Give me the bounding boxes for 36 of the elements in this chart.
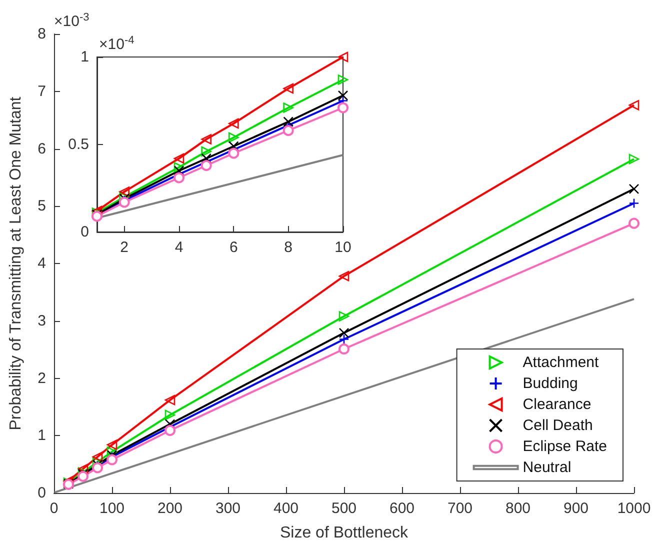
x-tick-label: 900 — [563, 500, 589, 517]
legend-label: Budding — [522, 375, 578, 392]
y-tick-label: 0 — [80, 224, 89, 240]
y-tick-label: 6 — [38, 140, 46, 158]
y-tick-label: 0 — [38, 484, 46, 502]
x-tick-label: 8 — [284, 239, 293, 256]
legend-label: Clearance — [522, 396, 592, 413]
x-tick-label: 400 — [273, 500, 299, 517]
x-axis-title: Size of Bottleneck — [280, 524, 410, 542]
x-tick-label: 2 — [120, 239, 129, 256]
legend-label: Attachment — [522, 354, 600, 371]
legend-label: Cell Death — [522, 417, 593, 434]
y-tick-label: 7 — [38, 82, 46, 100]
legend-label: Eclipse Rate — [522, 438, 608, 455]
x-tick-label: 200 — [157, 500, 183, 517]
x-tick-label: 500 — [331, 500, 357, 517]
x-tick-label: 300 — [215, 500, 241, 517]
y-tick-label: 8 — [38, 26, 46, 42]
x-tick-label: 10 — [334, 239, 352, 256]
x-tick-label: 600 — [389, 500, 415, 517]
x-tick-label: 4 — [174, 239, 184, 256]
x-tick-label: 800 — [505, 500, 531, 517]
y-tick-label: 1 — [80, 48, 89, 66]
y-tick-label: 0.5 — [68, 136, 89, 153]
y-tick-label: 5 — [38, 198, 46, 215]
y-tick-label: 3 — [38, 312, 46, 330]
x-tick-label: 100 — [99, 500, 125, 517]
y-axis-title: Probability of Transmitting at Least One Mutant — [8, 96, 24, 430]
x-tick-label: 0 — [50, 500, 58, 517]
y-tick-label: 2 — [38, 370, 46, 387]
x-tick-label: 700 — [447, 500, 473, 517]
y-tick-label: 4 — [38, 255, 46, 272]
y-tick-label: 1 — [38, 427, 46, 444]
x-tick-label: 6 — [229, 239, 238, 256]
x-tick-label: 1000 — [617, 500, 651, 517]
legend-label: Neutral — [522, 459, 572, 476]
